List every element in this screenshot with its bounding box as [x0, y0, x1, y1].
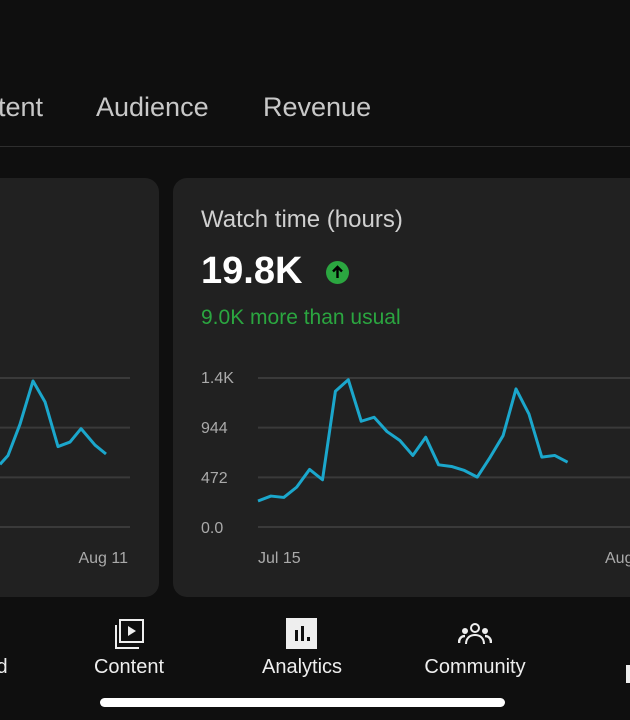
y-tick-label: 472: [201, 470, 228, 487]
tab-bar: tent Audience Revenue: [0, 88, 630, 147]
nav-analytics-label: Analytics: [261, 656, 343, 678]
y-tick-label: 944: [201, 420, 228, 437]
nav-content-label: Content: [93, 656, 165, 678]
arrow-up-circle-icon: [326, 261, 349, 284]
tab-content[interactable]: tent: [0, 92, 44, 122]
watch-time-chart: 1.4K 944 472 0.0 Jul 15 Aug: [201, 370, 630, 567]
tab-revenue[interactable]: Revenue: [263, 92, 372, 122]
left-chart: Aug 11: [0, 377, 130, 567]
tab-audience[interactable]: Audience: [96, 92, 209, 122]
home-indicator: [100, 698, 505, 707]
analytics-icon: [286, 618, 317, 649]
y-tick-label: 1.4K: [201, 370, 234, 387]
series-line: [0, 379, 107, 466]
watch-time-card[interactable]: Watch time (hours) 19.8K 9.0K more than …: [173, 178, 630, 597]
x-tick-label: Aug: [605, 550, 630, 567]
metric-value: 19.8K: [201, 250, 303, 292]
community-icon: [458, 623, 492, 645]
views-card[interactable]: Aug 11: [0, 178, 159, 597]
metric-title: Watch time (hours): [201, 206, 403, 233]
y-tick-label: 0.0: [201, 520, 223, 537]
bottom-nav: d Content Analytics Community: [0, 608, 630, 720]
x-tick-label: Aug 11: [78, 550, 128, 567]
nav-dashboard[interactable]: d: [0, 656, 8, 678]
x-tick-label: Jul 15: [258, 550, 301, 567]
content-library-icon: [115, 619, 144, 649]
nav-community-label: Community: [424, 656, 526, 678]
series-line: [257, 378, 569, 503]
nav-earn[interactable]: [626, 665, 630, 683]
delta-text: 9.0K more than usual: [201, 306, 401, 329]
